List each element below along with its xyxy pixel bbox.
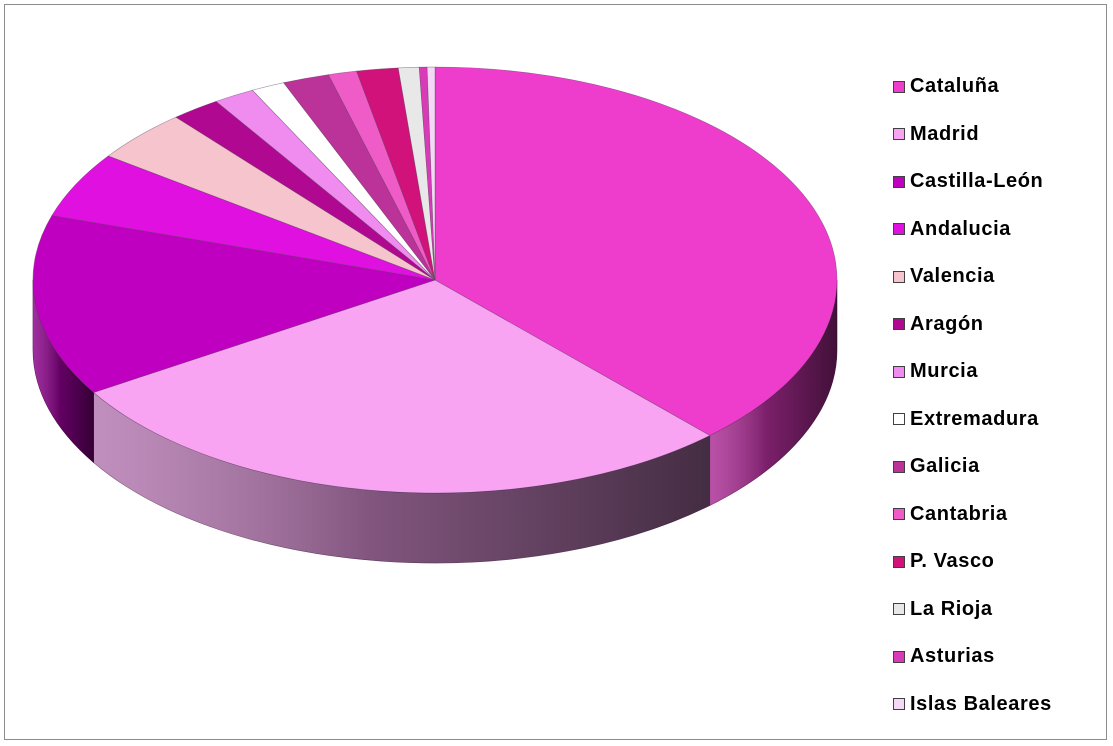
pie-side-shading-madrid [93, 392, 710, 563]
legend-swatch [893, 650, 905, 663]
legend-item-aragon: Aragón [893, 301, 1108, 349]
legend-item-castilla-leon: Castilla-León [893, 158, 1108, 206]
legend-item-extremadura: Extremadura [893, 396, 1108, 444]
legend-label: Madrid [910, 122, 980, 145]
pie-slice-madrid [93, 279, 711, 494]
legend-swatch [893, 365, 905, 378]
legend-item-cataluna: Cataluña [893, 63, 1108, 111]
chart-area: Cataluña Madrid Castilla-León Andalucia Vale… [4, 4, 1107, 740]
legend-label: Castilla-León [910, 170, 1044, 193]
legend-item-valencia: Valencia [893, 253, 1108, 301]
legend-item-la-rioja: La Rioja [893, 586, 1108, 634]
legend-item-asturias: Asturias [893, 633, 1108, 681]
legend-swatch [893, 223, 905, 236]
pie-side-shading-cataluna [709, 280, 837, 506]
legend-item-cantabria: Cantabria [893, 491, 1108, 539]
legend-item-madrid: Madrid [893, 111, 1108, 159]
legend-swatch [893, 80, 905, 93]
legend-label: Extremadura [910, 407, 1039, 430]
legend-label: Andalucia [910, 217, 1011, 240]
legend-label: Aragón [910, 312, 984, 335]
legend-item-murcia: Murcia [893, 348, 1108, 396]
legend-swatch [893, 318, 905, 331]
pie-top-faces [32, 66, 838, 494]
legend-swatch [893, 175, 905, 188]
pie-side-shading-castilla-leon [32, 280, 94, 463]
pie-chart [32, 66, 838, 564]
legend-item-p-vasco: P. Vasco [893, 538, 1108, 586]
legend-label: Murcia [910, 360, 979, 383]
pie-slice-islas-baleares [426, 66, 436, 281]
legend-item-galicia: Galicia [893, 443, 1108, 491]
legend-swatch [893, 413, 905, 426]
legend-label: Cataluña [910, 75, 1000, 98]
legend-swatch [893, 555, 905, 568]
legend-label: P. Vasco [910, 550, 995, 573]
legend-label: Galicia [910, 455, 980, 478]
legend-swatch [893, 698, 905, 711]
legend: Cataluña Madrid Castilla-León Andalucia Vale… [893, 63, 1108, 728]
legend-label: Islas Baleares [910, 692, 1052, 715]
legend-item-andalucia: Andalucia [893, 206, 1108, 254]
legend-swatch [893, 460, 905, 473]
pie-side-walls [32, 279, 838, 564]
legend-label: Cantabria [910, 502, 1008, 525]
legend-swatch [893, 128, 905, 141]
pie-slice-castilla-leon [32, 215, 436, 393]
legend-swatch [893, 270, 905, 283]
legend-swatch [893, 508, 905, 521]
pie-slice-cataluna [434, 66, 838, 436]
legend-item-islas-baleares: Islas Baleares [893, 681, 1108, 729]
legend-label: Asturias [910, 645, 995, 668]
legend-label: La Rioja [910, 597, 993, 620]
legend-swatch [893, 603, 905, 616]
legend-label: Valencia [910, 265, 995, 288]
